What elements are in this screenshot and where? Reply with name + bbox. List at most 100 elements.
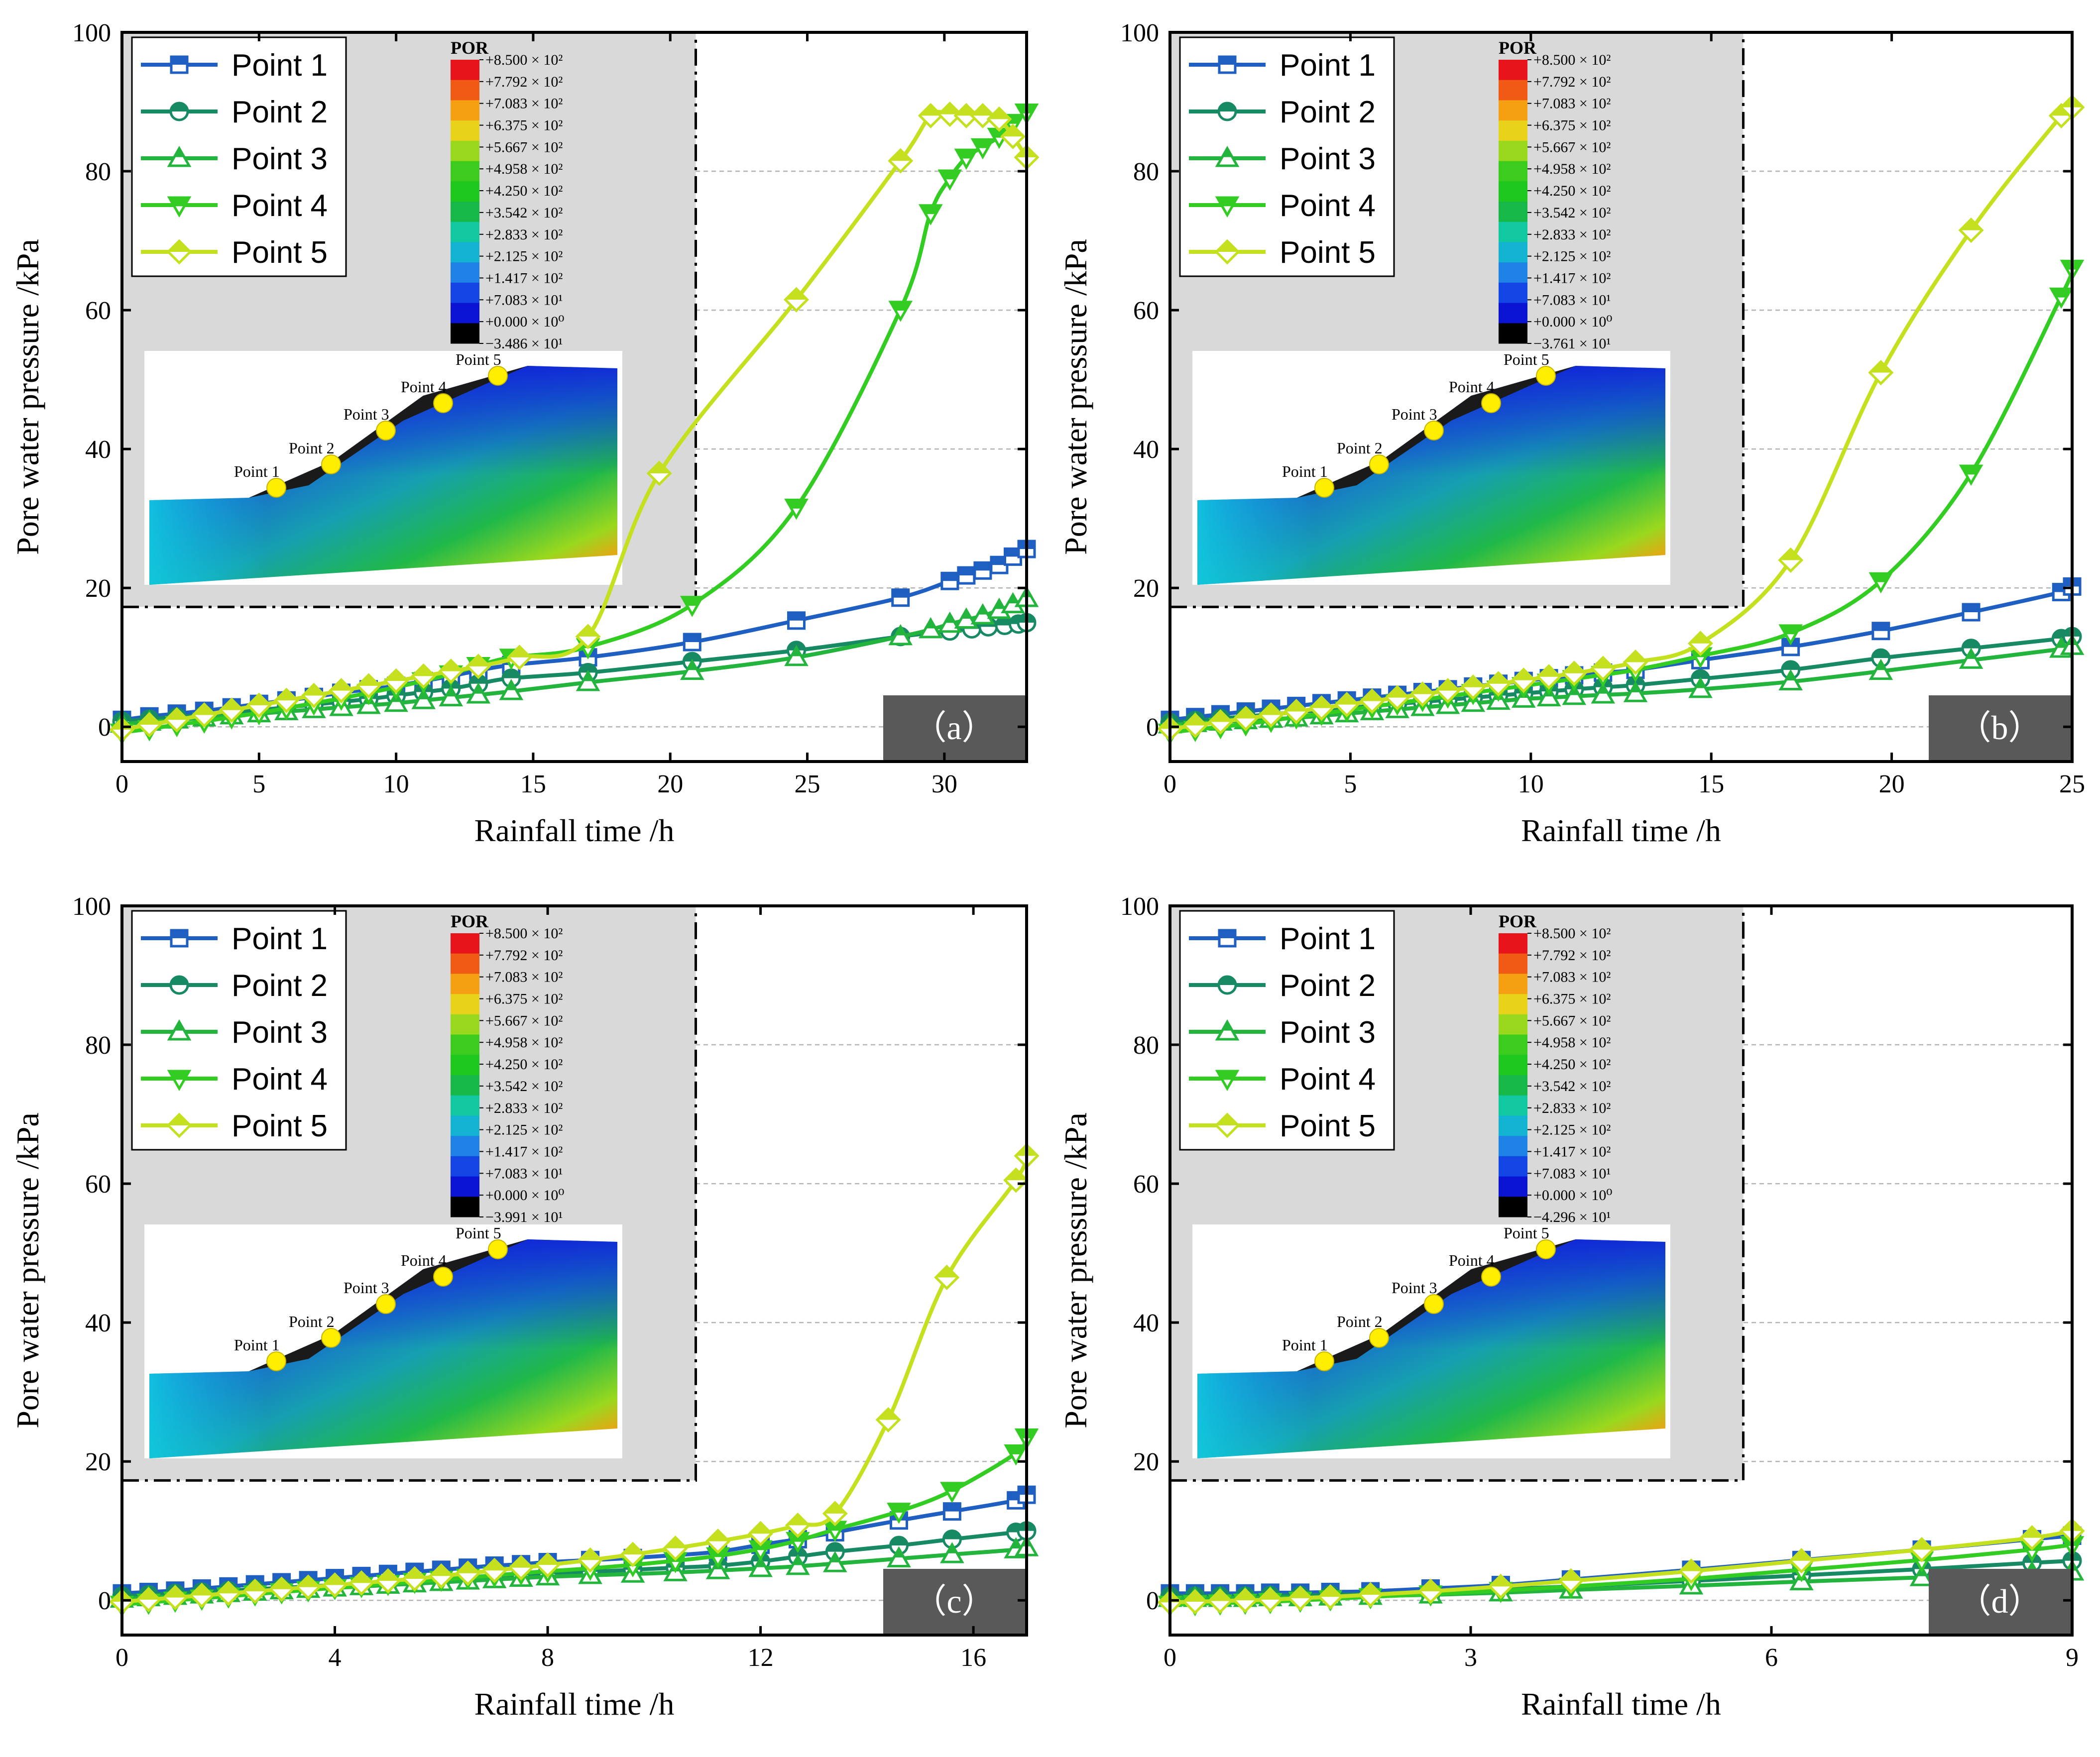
data-point-fill	[994, 600, 1004, 609]
x-tick-label: 20	[657, 770, 683, 798]
data-point-fill	[787, 1514, 809, 1526]
y-tick-label: 0	[1146, 713, 1159, 742]
data-point-fill	[1184, 714, 1206, 726]
data-point-fill	[682, 597, 702, 606]
legend-marker-fill	[1216, 1114, 1238, 1125]
x-tick-label: 0	[1164, 1644, 1176, 1672]
data-point-fill	[1780, 625, 1801, 635]
data-point-fill	[1289, 1587, 1311, 1599]
data-point-fill	[920, 105, 942, 116]
data-point-fill	[943, 1531, 961, 1539]
monitoring-point-marker	[488, 366, 508, 386]
y-tick-label: 0	[98, 1587, 111, 1615]
monitoring-point-marker	[376, 421, 396, 440]
colorbar-swatch	[451, 80, 479, 101]
monitoring-point-marker	[1424, 1294, 1444, 1314]
y-tick-label: 40	[85, 436, 111, 464]
data-point-fill	[469, 675, 487, 684]
data-point-fill	[357, 674, 380, 686]
legend-label: Point 3	[1280, 142, 1376, 176]
data-point-fill	[974, 562, 991, 571]
data-point-fill	[467, 655, 489, 666]
colorbar-label: +0.000 × 10⁰	[1533, 1187, 1612, 1204]
data-point-fill	[1260, 704, 1282, 715]
y-tick-label: 100	[1120, 892, 1159, 921]
data-point-fill	[1319, 1586, 1342, 1597]
colorbar-label: +6.375 × 10²	[1533, 991, 1611, 1007]
data-point-fill	[1462, 676, 1484, 687]
monitoring-point-label: Point 5	[1504, 1224, 1549, 1242]
legend-marker-fill	[1219, 103, 1236, 111]
data-point-fill	[1869, 361, 1892, 373]
data-point-fill	[972, 139, 993, 148]
data-point-fill	[1963, 640, 1980, 649]
monitoring-point-label: Point 4	[401, 1251, 447, 1269]
y-tick-label: 100	[1120, 19, 1159, 47]
colorbar-swatch	[1499, 262, 1527, 283]
data-point-fill	[955, 105, 977, 116]
legend-marker-fill	[1219, 977, 1236, 985]
data-point-fill	[877, 1409, 900, 1420]
data-point-fill	[942, 1483, 962, 1492]
data-point-fill	[889, 1504, 909, 1513]
colorbar-label: +6.375 × 10²	[485, 117, 563, 134]
monitoring-point-marker	[1481, 1267, 1501, 1287]
legend-marker-fill	[171, 930, 187, 938]
data-point-fill	[894, 1548, 904, 1558]
legend-marker-fill	[168, 241, 190, 252]
data-point-fill	[473, 685, 483, 694]
colorbar-swatch	[451, 1034, 479, 1055]
colorbar-swatch	[1499, 1115, 1527, 1136]
panel-label-box	[883, 695, 1025, 760]
data-point-fill	[892, 589, 909, 598]
data-point-fill	[895, 626, 906, 636]
colorbar-label: +1.417 × 10²	[1533, 270, 1611, 286]
legend-marker-fill	[1216, 241, 1238, 252]
y-tick-label: 80	[1133, 158, 1159, 186]
monitoring-point-marker	[1314, 478, 1334, 498]
monitoring-point-label: Point 5	[456, 350, 501, 368]
data-point-fill	[1560, 1570, 1582, 1581]
legend-label: Point 4	[232, 189, 328, 223]
colorbar-swatch	[1499, 80, 1527, 101]
monitoring-point-label: Point 2	[1337, 439, 1383, 457]
colorbar-label: +7.083 × 10²	[485, 96, 563, 112]
data-point-fill	[403, 1567, 426, 1579]
data-point-fill	[1689, 632, 1712, 644]
data-point-fill	[1361, 690, 1383, 701]
monitoring-point-marker	[321, 454, 341, 474]
data-point-fill	[890, 1537, 908, 1546]
x-tick-label: 3	[1464, 1644, 1477, 1672]
data-point-fill	[941, 573, 958, 581]
legend-label: Point 2	[1280, 95, 1376, 129]
x-tick-label: 30	[932, 770, 957, 798]
colorbar-swatch	[451, 1075, 479, 1096]
colorbar-swatch	[1499, 323, 1527, 344]
colorbar-label: +2.125 × 10²	[485, 1122, 563, 1138]
monitoring-point-label: Point 4	[1449, 378, 1495, 396]
legend-marker-fill	[169, 198, 189, 207]
data-point-fill	[580, 664, 597, 673]
panel-label: （a）	[913, 709, 995, 747]
colorbar-label: +6.375 × 10²	[1533, 117, 1611, 134]
data-point-fill	[786, 500, 807, 509]
data-point-fill	[648, 462, 671, 473]
colorbar-swatch	[451, 1095, 479, 1116]
data-point-fill	[830, 1553, 840, 1562]
legend-marker-fill	[171, 977, 188, 985]
y-axis-title: Pore water pressure /kPa	[1058, 1112, 1093, 1428]
data-point-fill	[785, 289, 808, 300]
colorbar-label: +3.542 × 10²	[1533, 205, 1611, 221]
x-tick-label: 12	[748, 1644, 774, 1672]
colorbar-label: +2.125 × 10²	[1533, 1122, 1611, 1138]
y-tick-label: 80	[85, 158, 111, 186]
monitoring-point-label: Point 3	[344, 405, 389, 423]
monitoring-point-marker	[1369, 1328, 1389, 1348]
colorbar-swatch	[1499, 1095, 1527, 1116]
y-axis-title: Pore water pressure /kPa	[1058, 239, 1093, 554]
data-point-fill	[1875, 661, 1886, 670]
data-point-fill	[1966, 650, 1977, 659]
data-point-fill	[385, 670, 407, 681]
colorbar-label: +4.250 × 10²	[485, 1056, 563, 1073]
